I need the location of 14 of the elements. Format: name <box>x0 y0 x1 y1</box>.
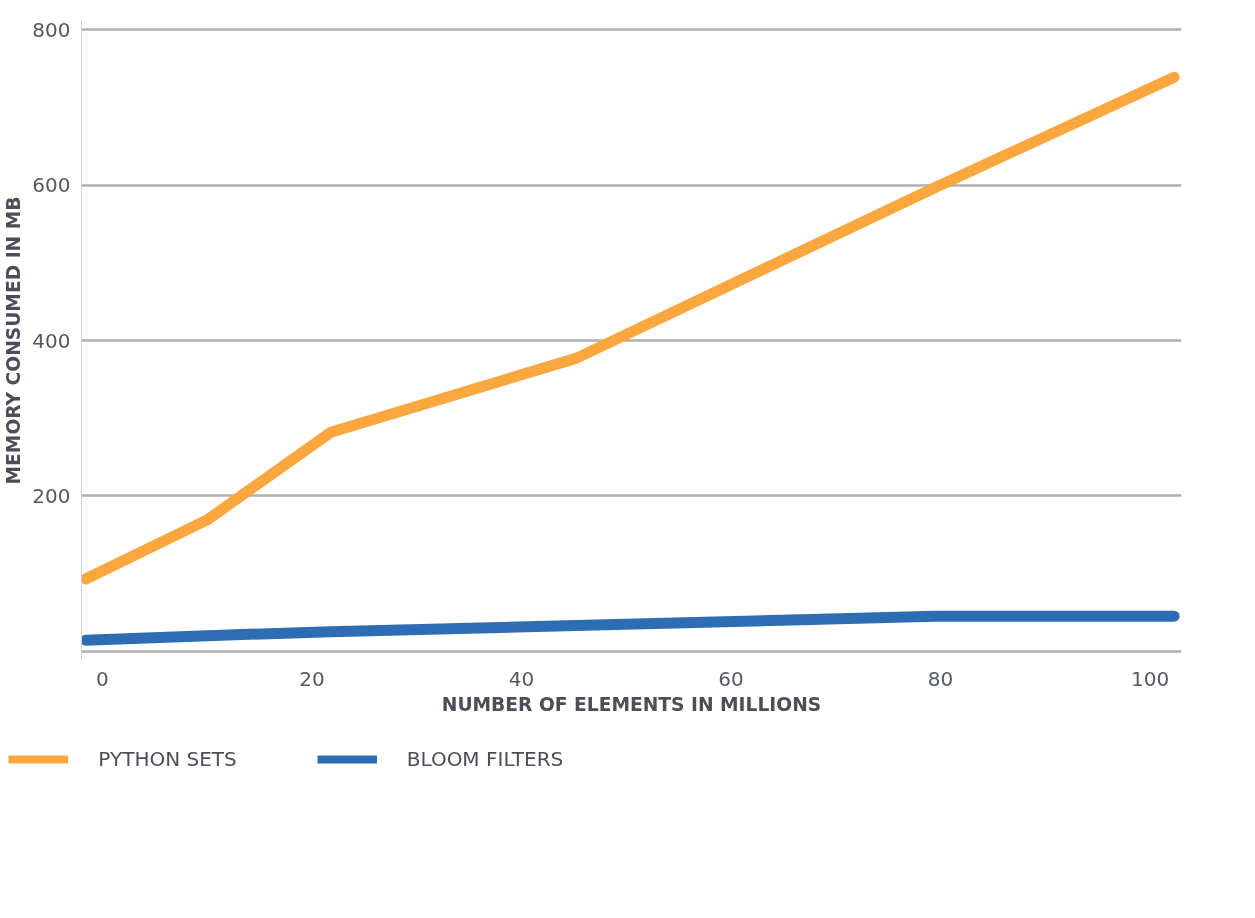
x-axis-title: NUMBER OF ELEMENTS IN MILLIONS <box>441 693 822 715</box>
legend-label: BLOOM FILTERS <box>406 747 564 771</box>
x-tick-label: 60 <box>718 666 744 691</box>
x-tick-label: 0 <box>96 666 109 691</box>
y-tick-label: 400 <box>32 328 71 353</box>
y-axis-title: MEMORY CONSUMED IN MB <box>3 196 25 485</box>
legend-label: PYTHON SETS <box>98 747 237 771</box>
x-tick-label: 100 <box>1130 666 1170 691</box>
y-tick-label: 200 <box>32 483 71 508</box>
x-tick-label: 40 <box>508 666 535 691</box>
x-tick-label: 20 <box>299 666 325 691</box>
x-tick-label: 80 <box>927 666 954 691</box>
y-tick-label: 600 <box>32 173 71 198</box>
y-tick-label: 800 <box>32 17 71 42</box>
